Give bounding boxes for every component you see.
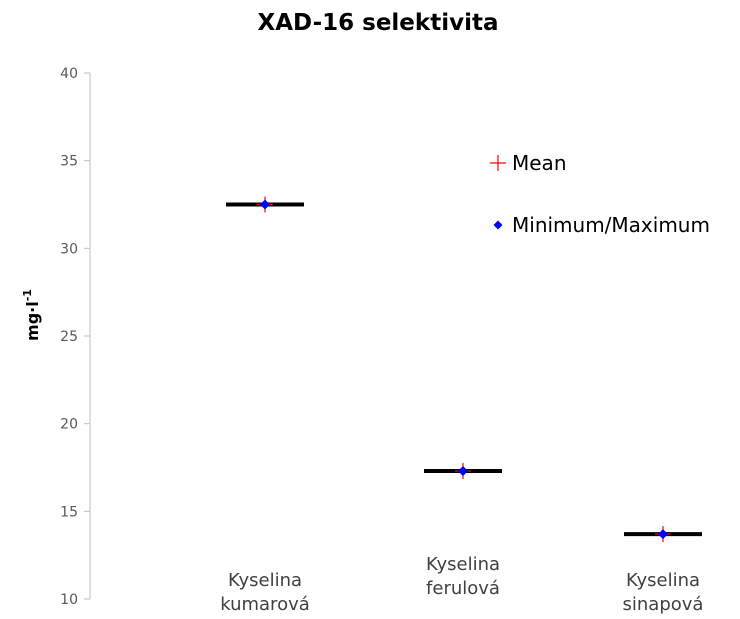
category-label: Kyselina ferulová — [426, 554, 500, 599]
y-tick-label: 15 — [60, 504, 78, 520]
y-axis-label: mg·l-1 — [21, 289, 42, 341]
chart-title: XAD-16 selektivita — [258, 10, 499, 36]
minmax-marker — [658, 529, 668, 540]
y-tick-label: 10 — [60, 592, 78, 608]
legend-entry: Minimum/Maximum — [512, 213, 710, 237]
legend-minmax-icon — [493, 220, 503, 230]
box-lines — [226, 202, 702, 537]
legend: Mean Minimum/Maximum — [490, 151, 710, 237]
minmax-marker — [260, 199, 270, 210]
y-tick-label: 40 — [60, 66, 78, 82]
y-tick-label: 20 — [60, 417, 78, 433]
y-tick-label: 35 — [60, 154, 78, 170]
y-tick-label: 30 — [60, 241, 78, 257]
y-axis-label-base: mg·l — [23, 301, 42, 341]
legend-entry: Mean — [512, 151, 567, 175]
y-axis-label-sup: -1 — [21, 289, 34, 301]
minmax-marker — [458, 466, 468, 477]
markers — [257, 196, 671, 543]
y-ticks: 10 15 20 25 30 35 40 — [60, 66, 90, 608]
category-label: Kyselina kumarová — [220, 570, 310, 615]
y-tick-label: 25 — [60, 329, 78, 345]
category-label: Kyselina sinapová — [623, 570, 704, 615]
category-labels: Kyselina kumarová Kyselina ferulová Kyselina… — [220, 554, 703, 615]
